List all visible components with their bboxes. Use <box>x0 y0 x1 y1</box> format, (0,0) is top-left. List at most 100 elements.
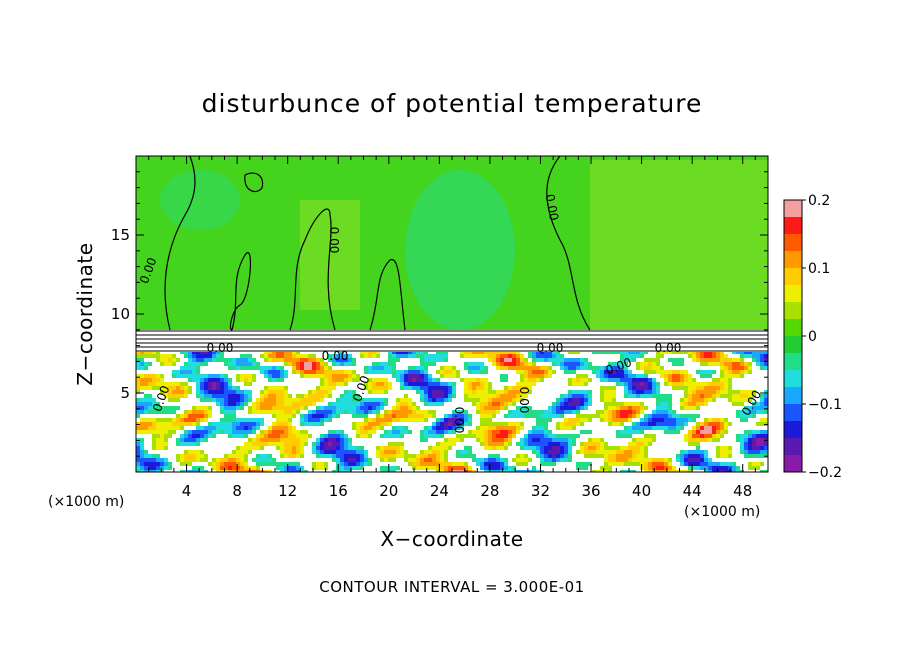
field-cell <box>428 382 432 386</box>
field-cell <box>700 430 704 434</box>
field-cell <box>288 358 292 362</box>
field-cell <box>564 366 568 370</box>
field-cell <box>240 418 244 422</box>
field-cell <box>564 438 568 442</box>
field-cell <box>392 406 396 410</box>
field-cell <box>348 394 352 398</box>
field-cell <box>552 370 556 374</box>
field-cell <box>608 458 612 462</box>
field-cell <box>408 418 412 422</box>
field-cell <box>184 354 188 358</box>
field-cell <box>572 370 576 374</box>
field-cell <box>656 370 660 374</box>
field-cell <box>700 422 704 426</box>
field-cell <box>476 458 480 462</box>
field-cell <box>344 402 348 406</box>
field-cell <box>156 378 160 382</box>
field-cell <box>512 398 516 402</box>
field-cell <box>300 394 304 398</box>
field-cell <box>196 454 200 458</box>
field-cell <box>724 426 728 430</box>
field-cell <box>268 402 272 406</box>
field-cell <box>328 354 332 358</box>
field-cell <box>288 402 292 406</box>
field-cell <box>204 406 208 410</box>
field-cell <box>620 458 624 462</box>
field-cell <box>192 354 196 358</box>
field-cell <box>584 362 588 366</box>
field-cell <box>592 454 596 458</box>
field-cell <box>560 362 564 366</box>
field-cell <box>532 434 536 438</box>
field-cell <box>200 382 204 386</box>
field-cell <box>620 410 624 414</box>
field-cell <box>192 458 196 462</box>
field-cell <box>152 374 156 378</box>
field-cell <box>200 414 204 418</box>
field-cell <box>144 378 148 382</box>
field-cell <box>764 402 768 406</box>
field-cell <box>708 382 712 386</box>
field-cell <box>504 470 508 472</box>
field-cell <box>584 378 588 382</box>
field-cell <box>668 458 672 462</box>
field-cell <box>196 358 200 362</box>
field-cell <box>672 362 676 366</box>
field-cell <box>484 434 488 438</box>
field-cell <box>492 394 496 398</box>
field-cell <box>496 406 500 410</box>
field-cell <box>444 358 448 362</box>
field-cell <box>532 430 536 434</box>
field-cell <box>644 394 648 398</box>
field-cell <box>704 374 708 378</box>
field-cell <box>512 354 516 358</box>
field-cell <box>252 442 256 446</box>
field-cell <box>224 402 228 406</box>
field-cell <box>316 422 320 426</box>
field-cell <box>424 386 428 390</box>
field-cell <box>552 462 556 466</box>
field-cell <box>724 382 728 386</box>
field-cell <box>164 438 168 442</box>
field-cell <box>644 358 648 362</box>
field-cell <box>644 466 648 470</box>
field-cell <box>136 398 140 402</box>
field-cell <box>264 458 268 462</box>
field-cell <box>292 438 296 442</box>
field-cell <box>688 394 692 398</box>
field-cell <box>476 378 480 382</box>
colorbar-swatch <box>784 251 802 269</box>
field-cell <box>636 366 640 370</box>
field-cell <box>468 390 472 394</box>
field-cell <box>192 410 196 414</box>
field-cell <box>632 410 636 414</box>
field-cell <box>428 358 432 362</box>
heatmap-field: 0.000.000.000.000.000.000.000.000.00 0.00… <box>136 156 768 472</box>
field-cell <box>516 382 520 386</box>
field-cell <box>372 430 376 434</box>
field-cell <box>728 454 732 458</box>
field-cell <box>216 382 220 386</box>
field-cell <box>576 378 580 382</box>
field-cell <box>440 458 444 462</box>
field-cell <box>360 406 364 410</box>
field-cell <box>196 354 200 358</box>
field-cell <box>224 398 228 402</box>
field-cell <box>492 454 496 458</box>
field-cell <box>164 462 168 466</box>
field-cell <box>516 406 520 410</box>
field-cell <box>368 406 372 410</box>
field-cell <box>688 374 692 378</box>
field-cell <box>520 470 524 472</box>
field-cell <box>224 466 228 470</box>
field-cell <box>692 358 696 362</box>
field-cell <box>272 458 276 462</box>
field-cell <box>748 466 752 470</box>
field-cell <box>756 454 760 458</box>
field-cell <box>356 414 360 418</box>
field-cell <box>412 366 416 370</box>
field-cell <box>492 354 496 358</box>
field-cell <box>320 438 324 442</box>
field-cell <box>556 422 560 426</box>
field-cell <box>724 450 728 454</box>
